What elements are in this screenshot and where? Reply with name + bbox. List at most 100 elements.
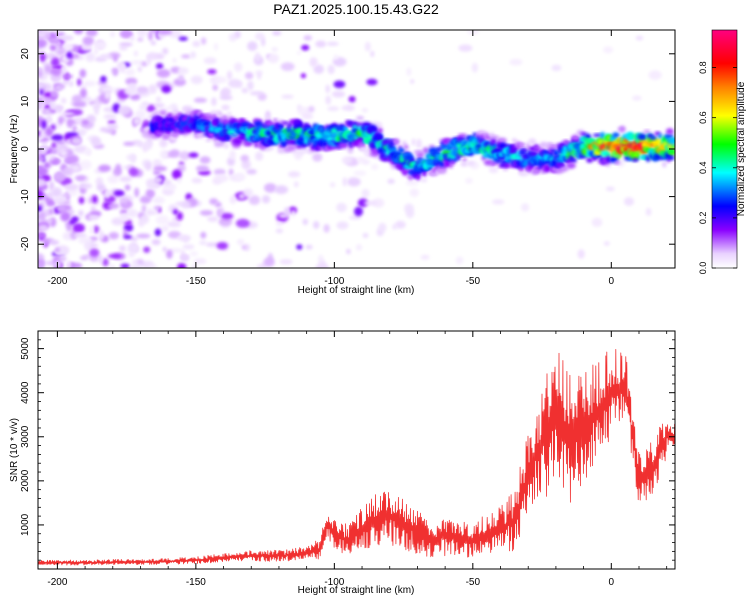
spectrogram-ridge-cell [637,133,648,141]
spectrogram-ridge-cell [202,121,211,126]
spectrogram-noise-cell [38,189,44,199]
spectrogram-noise-cell [44,154,51,160]
spectrogram-noise-cell [41,120,47,130]
spectrogram-noise-cell [241,159,251,170]
spectrogram-noise-cell [38,70,43,78]
spectrogram-noise-cell [113,55,118,62]
spectrogram-noise-cell [228,78,242,88]
spectrogram-ridge-cell [580,143,585,150]
spectrogram-noise-cell [272,31,282,36]
spectrogram-noise-cell [152,159,162,169]
spectrogram-ridge-cell [608,156,619,163]
spectrogram-noise-cell [342,177,347,187]
spectrogram-ridge-cell [308,150,318,154]
spectrogram-noise-cell [177,177,182,184]
spectrogram-noise-cell [60,35,74,41]
spectrogram-noise-cell [195,165,210,172]
spectrogram-noise-cell [85,52,95,62]
spectrogram-noise-cell [65,222,73,232]
spectrogram-noise-cell [62,167,74,176]
spectrogram-noise-cell [141,61,148,67]
spectrogram-noise-cell [141,204,147,213]
spectrogram-noise-cell [172,58,177,63]
spectrogram-ridge-cell [213,118,220,123]
spectrogram-ridge-cell [185,109,192,116]
spectrogram-noise-cell [378,222,387,233]
spectrogram-noise-cell [38,205,43,213]
spectrogram-ridge-cell [556,162,564,167]
spectrogram-noise-cell [635,35,644,41]
spectrogram-noise-cell [119,197,129,204]
spectrogram-noise-cell [213,43,219,51]
spectrogram-noise-cell [66,118,74,129]
spectrogram-noise-cell [38,38,48,48]
spectrogram-noise-cell [405,180,419,186]
spectrogram-ridge-cell [632,158,639,162]
spectrogram-noise-cell [74,175,87,182]
spectrogram-noise-cell [162,246,167,252]
spectrogram-noise-cell [38,232,46,239]
spectrogram-ridge-cell [159,109,167,117]
spectrogram-noise-cell [180,200,191,209]
spectrogram-noise-cell [144,141,152,150]
spectrogram-noise-cell [153,205,161,211]
spectrogram-noise-cell [110,264,115,268]
spectrogram-noise-cell [190,75,203,85]
colorbar-label: Normalized spectral amplitude [736,81,747,216]
spectrogram-noise-cell [91,195,98,204]
spectrogram-noise-cell [161,225,169,232]
spectrogram-noise-cell [275,228,284,234]
spectrogram-noise-cell [255,151,264,161]
spectrogram-noise-cell [59,149,68,158]
spectrogram-noise-cell [130,236,138,242]
spectrogram-ridge-cell [460,162,468,167]
spectrogram-x-label: Height of straight line (km) [298,285,415,296]
spectrogram-ridge-cell [471,139,477,144]
spectrogram-noise-cell [327,106,340,112]
spectrogram-noise-cell [297,104,302,111]
spectrogram-y-tick-label: 20 [20,48,31,60]
spectrogram-noise-cell [113,190,125,197]
spectrogram-noise-cell [106,123,119,130]
colorbar-tick-label: 0.8 [698,61,708,74]
spectrogram-ridge-cell [490,135,500,140]
spectrogram-noise-cell [279,259,293,265]
spectrogram-noise-cell [140,214,150,225]
spectrogram-noise-cell [213,168,226,176]
spectrogram-noise-cell [193,97,207,103]
spectrogram-noise-cell [155,53,165,60]
spectrogram-ridge-cell [347,147,354,154]
spectrogram-noise-cell [392,224,397,230]
spectrogram-noise-cell [216,208,222,218]
spectrogram-noise-cell [199,240,207,246]
spectrogram-ridge-cell [652,141,659,148]
spectrogram-noise-cell [261,195,271,204]
spectrogram-noise-cell [107,119,116,125]
spectrogram-noise-cell [349,215,362,220]
spectrogram-noise-cell [130,60,144,65]
spectrogram-noise-cell [211,97,217,106]
spectrogram-noise-cell [275,222,284,226]
spectrogram-noise-cell [167,231,182,239]
snr-x-tick-label: -200 [47,577,67,588]
spectrogram-noise-cell [144,161,152,171]
spectrogram-noise-cell [87,197,92,204]
spectrogram-noise-cell [79,255,89,261]
spectrogram-noise-cell [154,102,165,108]
spectrogram-noise-cell [94,106,99,115]
spectrogram-ridge-cell [570,158,578,163]
snr-y-tick-label: 1000 [20,513,31,536]
spectrogram-noise-cell [48,208,54,216]
spectrogram-noise-cell [353,170,367,176]
spectrogram-noise-cell [158,30,173,35]
spectrogram-ridge-cell [401,140,407,147]
spectrogram-ridge-cell [505,158,512,164]
spectrogram-noise-cell [313,221,320,229]
spectrogram-noise-cell [648,70,662,80]
spectrogram-noise-cell [98,164,111,172]
spectrogram-noise-cell [199,210,213,216]
spectrogram-noise-cell [51,159,60,165]
spectrogram-noise-cell [207,216,219,223]
spectrogram-ridge-cell [662,136,667,143]
spectrogram-noise-cell [171,169,182,180]
